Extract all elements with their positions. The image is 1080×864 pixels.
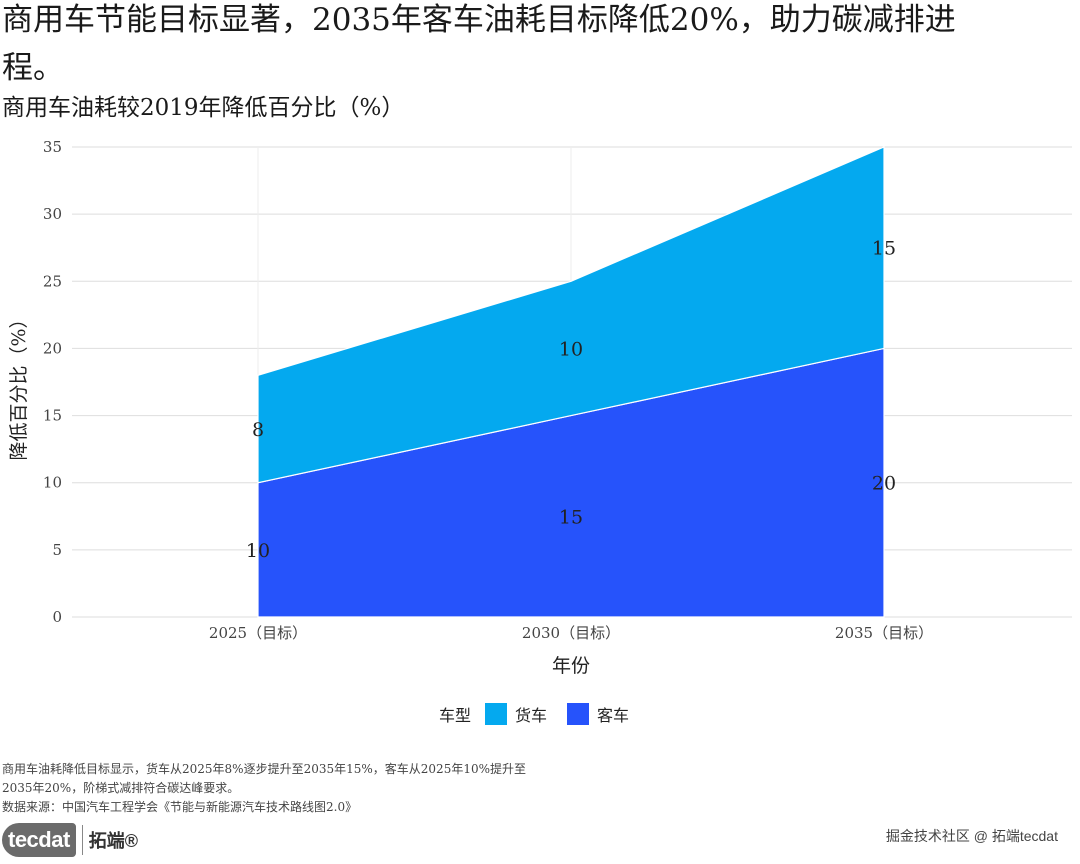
legend-swatch-truck <box>484 703 507 725</box>
y-tick-label: 30 <box>43 205 62 223</box>
brand-logo-cn: 拓端® <box>88 831 139 851</box>
x-tick-label: 2035（目标） <box>835 624 933 642</box>
area-truck <box>257 146 885 484</box>
y-tick-label: 15 <box>43 407 62 425</box>
x-tick-label: 2025（目标） <box>209 624 307 642</box>
brand-divider <box>81 825 83 855</box>
data-label: 8 <box>252 419 264 441</box>
legend-swatch-bus <box>567 703 589 725</box>
y-tick-label: 0 <box>52 608 62 626</box>
chart-caption: 商用车油耗降低目标显示，货车从2025年8%逐步提升至2035年15%，客车从2… <box>2 760 562 817</box>
y-tick-label: 5 <box>52 541 62 559</box>
y-tick-label: 20 <box>43 339 62 357</box>
caption-line-1: 商用车油耗降低目标显示，货车从2025年8%逐步提升至2035年15%，客车从2… <box>2 762 527 776</box>
y-tick-label: 35 <box>43 138 62 156</box>
y-tick-label: 25 <box>43 272 62 290</box>
legend-label-bus: 客车 <box>597 706 630 725</box>
watermark: 掘金技术社区 @ 拓端tecdat <box>885 828 1058 844</box>
data-label: 20 <box>872 473 896 495</box>
data-source: 数据来源：中国汽车工程学会《节能与新能源汽车技术路线图2.0》 <box>2 800 358 814</box>
legend: 车型 货车 客车 <box>0 702 1080 726</box>
x-axis-title: 年份 <box>552 655 590 677</box>
area-series <box>257 146 885 618</box>
axes: 0 5 10 15 20 25 30 35 2025（目标） 2030（目标） 2035（目标） <box>43 138 933 642</box>
y-axis-title: 降低百分比（%） <box>8 309 30 460</box>
data-label: 15 <box>559 506 583 528</box>
data-labels: 10 15 20 8 10 15 <box>246 238 896 562</box>
legend-title: 车型 <box>438 706 471 725</box>
data-label: 10 <box>246 540 270 562</box>
data-label: 15 <box>872 238 896 260</box>
legend-label-truck: 货车 <box>514 706 547 725</box>
brand-logo-en: tecdat <box>2 823 76 857</box>
caption-line-2: 2035年20%，阶梯式减排符合碳达峰要求。 <box>2 781 240 795</box>
y-tick-label: 10 <box>43 474 62 492</box>
chart-subtitle: 商用车油耗较2019年降低百分比（%） <box>2 95 405 121</box>
area-chart: 10 15 20 8 10 15 0 5 10 15 20 25 30 35 2025（目标） 2030（目… <box>8 138 1072 677</box>
brand-logo: tecdat 拓端® <box>2 820 138 860</box>
x-tick-label: 2030（目标） <box>522 624 620 642</box>
data-label: 10 <box>559 338 583 360</box>
chart-title: 商用车节能目标显著，2035年客车油耗目标降低20%，助力碳减排进程。 <box>2 2 956 86</box>
